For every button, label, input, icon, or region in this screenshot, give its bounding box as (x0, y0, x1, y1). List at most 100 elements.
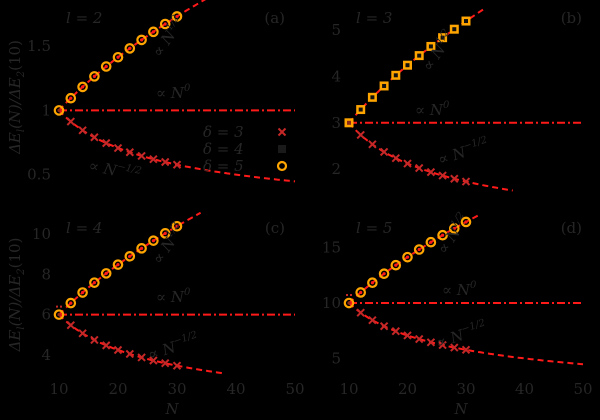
circle-marker (136, 34, 147, 46)
y-axis-label: ΔEl(N)/ΔE2(10) (6, 238, 27, 353)
circle-marker (100, 61, 112, 72)
circle-marker (378, 268, 390, 279)
x-tick-label: 50 (285, 380, 304, 398)
circle-marker (343, 297, 355, 309)
circle-marker (124, 43, 136, 54)
y-tick-label: 4 (41, 346, 51, 364)
fit-line (348, 122, 513, 192)
panel-label: (a) (264, 9, 285, 27)
square-marker-inner (428, 44, 433, 49)
circle-marker-center (116, 55, 120, 59)
panel-title: l = 2 (66, 9, 102, 27)
circle-marker (53, 105, 65, 116)
circle-marker-center (57, 108, 61, 113)
svg-text:∝ N−1/2: ∝ N−1/2 (433, 318, 489, 352)
square-marker-inner (405, 63, 410, 68)
cross-marker (101, 341, 111, 350)
cross-marker (160, 359, 170, 368)
circle-marker-center (81, 290, 85, 295)
cross-marker (172, 160, 182, 169)
square-marker-inner (370, 95, 375, 100)
x-axis-label: N (453, 400, 468, 418)
cross-marker (113, 345, 123, 355)
x-tick-label: 50 (573, 380, 592, 398)
cross-marker (90, 335, 99, 345)
square-marker-inner (347, 120, 351, 125)
circle-marker-center (175, 224, 179, 228)
y-tick-label: 6 (41, 306, 51, 324)
y-tick-label: 1.5 (27, 37, 51, 55)
circle-marker-center (140, 38, 144, 42)
x-axis-label: N (164, 400, 179, 418)
legend-label: δ = 3 (203, 123, 244, 141)
circle-marker (77, 81, 88, 93)
x-tick-label: 20 (398, 380, 417, 398)
circle-marker (65, 297, 77, 309)
circle-marker (437, 229, 448, 241)
cross-marker (101, 138, 111, 148)
circle-marker (89, 277, 100, 288)
circle-marker (148, 26, 159, 38)
circle-marker-center (175, 14, 179, 19)
circle-marker-center (394, 263, 398, 267)
cross-marker (137, 353, 146, 362)
cross-marker (137, 151, 146, 161)
cross-marker (90, 133, 99, 142)
circle-marker-center (140, 246, 144, 250)
cross-marker (149, 356, 158, 365)
circle-marker (148, 235, 159, 246)
y-tick-label: 8 (41, 265, 51, 283)
circle-marker-center (81, 85, 85, 89)
panel-label: (c) (265, 219, 285, 237)
circle-marker-center (163, 231, 167, 235)
circle-marker (413, 244, 425, 255)
cross-marker (403, 159, 412, 168)
cross-marker (438, 171, 447, 180)
x-tick-label: 20 (108, 380, 127, 398)
legend-label: δ = 4 (203, 140, 244, 158)
circle-marker-center (151, 239, 155, 243)
panel-label: (d) (561, 219, 582, 237)
y-tick-label: 10 (32, 225, 51, 243)
scaling-annotation: ∝ N0 (156, 83, 191, 102)
cross-marker (125, 148, 135, 157)
circle-marker (136, 243, 147, 254)
circle-marker (112, 259, 124, 270)
circle-marker (460, 216, 472, 228)
circle-marker (112, 51, 124, 63)
scaling-annotation: ∝ N0 (415, 100, 450, 119)
circle-marker-center (405, 255, 410, 259)
panel-title: l = 4 (66, 219, 102, 237)
cross-marker (414, 334, 424, 344)
svg-text:∝ N0: ∝ N0 (415, 100, 450, 119)
y-tick-label: 4 (331, 67, 341, 85)
circle-marker-center (347, 301, 351, 305)
cross-marker (426, 167, 436, 177)
cross-marker (368, 140, 377, 149)
circle-marker (355, 287, 366, 298)
circle-marker-center (452, 226, 456, 231)
circle-marker-center (57, 313, 61, 317)
cross-marker (356, 130, 365, 140)
cross-marker (426, 338, 436, 347)
x-tick-label: 30 (456, 380, 475, 398)
scaling-annotation: ∝ N0 (156, 287, 191, 306)
cross-marker (391, 154, 401, 163)
circle-marker (425, 236, 437, 248)
circle-marker-center (464, 220, 468, 224)
y-tick-label: 0.5 (27, 166, 51, 184)
circle-marker (402, 251, 413, 263)
x-tick-label: 30 (167, 380, 186, 398)
scaling-annotation: ∝ N−1/2 (87, 156, 142, 180)
circle-marker (65, 92, 77, 104)
cross-marker (160, 157, 170, 167)
circle-marker-center (128, 254, 132, 258)
panel-title: l = 3 (356, 9, 392, 27)
y-tick-label: 15 (322, 239, 341, 257)
x-tick-label: 10 (49, 380, 68, 398)
y-tick-label: 3 (331, 114, 341, 132)
square-marker-inner (452, 27, 457, 32)
square-marker-inner (393, 73, 398, 78)
